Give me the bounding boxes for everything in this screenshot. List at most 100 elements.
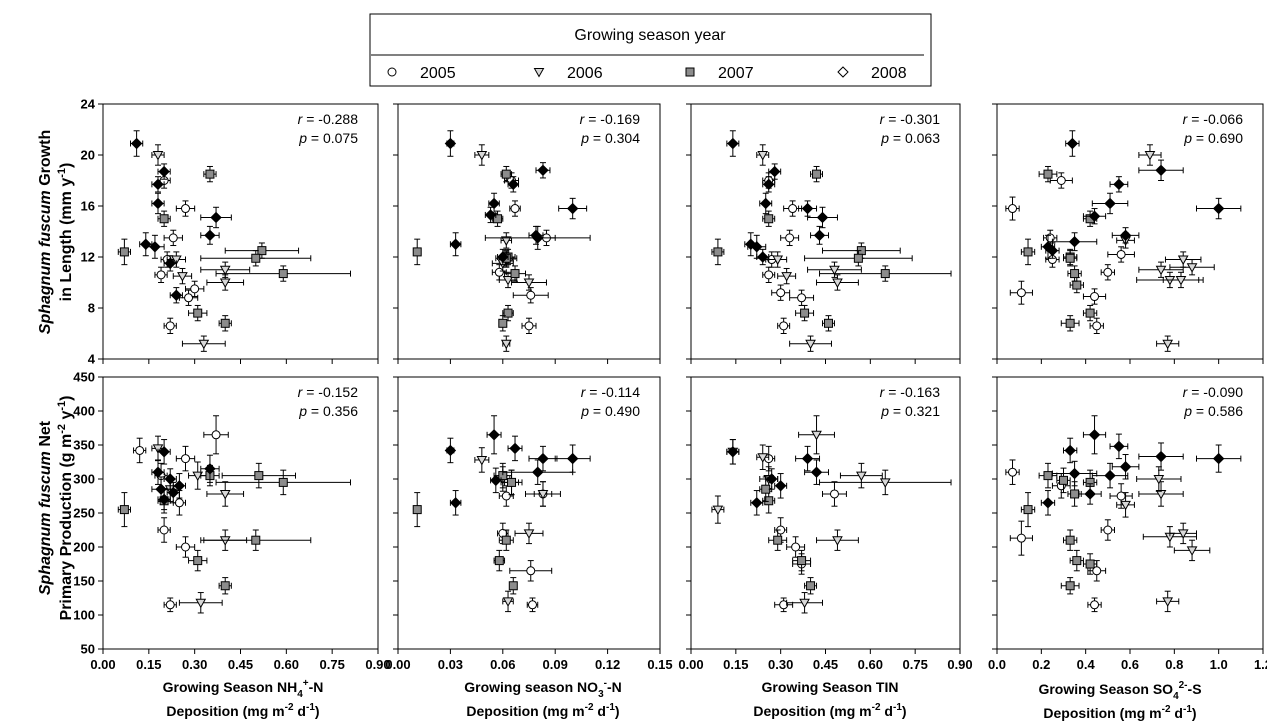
data-point-2008 bbox=[149, 241, 161, 253]
r-value: r = -0.169 bbox=[580, 111, 641, 127]
y-tick-label: 24 bbox=[81, 97, 96, 112]
p-symbol: p bbox=[880, 403, 889, 419]
data-point-2006 bbox=[537, 489, 549, 500]
x-title-tin-s2: -1 bbox=[893, 702, 902, 713]
p-value: p = 0.304 bbox=[580, 130, 640, 146]
data-point-2008 bbox=[1064, 444, 1076, 457]
data-point-2007 bbox=[823, 318, 833, 328]
r-symbol: r bbox=[1183, 111, 1189, 127]
data-point-2007 bbox=[1043, 471, 1053, 481]
data-point-2005 bbox=[779, 600, 789, 610]
data-point-2006 bbox=[476, 151, 488, 161]
p-number: = 0.490 bbox=[589, 403, 640, 419]
data-point-2006 bbox=[1162, 339, 1174, 350]
series-2008 bbox=[1040, 130, 1242, 259]
data-point-2007 bbox=[119, 247, 129, 257]
data-point-2008 bbox=[484, 209, 497, 221]
x-tick-label: 0.45 bbox=[813, 657, 838, 672]
data-point-2007 bbox=[880, 269, 890, 279]
r-symbol: r bbox=[580, 111, 586, 127]
data-point-2006 bbox=[523, 529, 535, 539]
data-point-2008 bbox=[566, 202, 579, 215]
x-title-nh4-end: -N bbox=[309, 679, 324, 695]
x-tick-label: 0.75 bbox=[903, 657, 928, 672]
data-point-2008 bbox=[751, 497, 763, 509]
x-title-nh4-s1: -2 bbox=[285, 702, 294, 713]
r-value: r = -0.114 bbox=[581, 384, 640, 400]
series-2007 bbox=[412, 462, 523, 595]
data-point-2008 bbox=[1212, 202, 1225, 215]
panel-npp-2: 0.00 0.15 0.30 0.45 0.60 0.75 0.90 r = -0.163 p … bbox=[678, 376, 973, 672]
data-point-2006 bbox=[805, 339, 816, 350]
data-point-2006 bbox=[781, 272, 792, 282]
y-title-bottom-species: Sphagnum fuscum bbox=[37, 451, 54, 595]
data-point-2006 bbox=[757, 151, 769, 161]
x-title-tin-line2: Deposition (mg m-2 d-1) bbox=[753, 702, 906, 719]
y-title-bottom-mid: y bbox=[58, 411, 75, 424]
data-point-2007 bbox=[494, 556, 504, 566]
panel-growth-0: 4 8 12 16 20 24 r = -0.288 p = 0.075 bbox=[81, 97, 379, 367]
x-title-so4-e: ) bbox=[1192, 705, 1197, 721]
data-point-2008 bbox=[507, 178, 519, 191]
r-value: r = -0.090 bbox=[1183, 384, 1244, 400]
series-2008 bbox=[1040, 415, 1242, 516]
data-point-2007 bbox=[1043, 169, 1053, 179]
data-point-2006 bbox=[856, 471, 867, 482]
data-point-2008 bbox=[1088, 429, 1101, 441]
x-title-so4-line1: Growing Season SO42--S bbox=[1038, 680, 1201, 702]
data-point-2007 bbox=[1072, 280, 1082, 290]
data-point-2008 bbox=[1119, 461, 1132, 473]
x-title-nh4-mid: d bbox=[294, 703, 306, 719]
data-point-2008 bbox=[449, 238, 462, 250]
data-point-2006 bbox=[1155, 265, 1167, 276]
y-title-bottom-line1: Sphagnum fuscum Net bbox=[37, 420, 54, 595]
data-point-2008 bbox=[1212, 452, 1225, 465]
data-point-2008 bbox=[801, 202, 814, 215]
x-title-no3-line2: Deposition (mg m-2 d-1) bbox=[466, 702, 619, 719]
x-title-tin-l2: Deposition (mg m bbox=[753, 703, 871, 719]
r-symbol: r bbox=[298, 384, 304, 400]
x-title-so4-a: Growing Season SO bbox=[1038, 681, 1173, 697]
y-title-top-sup: -1 bbox=[56, 168, 68, 178]
data-point-2007 bbox=[1085, 308, 1095, 318]
panel-growth-2: r = -0.301 p = 0.063 bbox=[686, 103, 961, 364]
data-point-2005 bbox=[181, 542, 190, 552]
x-title-nh4-l2: Deposition (mg m bbox=[166, 703, 284, 719]
y-title-top-line1: Sphagnum fuscum Growth bbox=[37, 130, 54, 334]
data-point-2007 bbox=[1085, 559, 1095, 569]
y-tick-label: 350 bbox=[73, 438, 95, 453]
x-axis-title-so4: Growing Season SO42--S Deposition (mg m-… bbox=[1038, 680, 1201, 721]
data-point-2005 bbox=[1008, 467, 1018, 477]
data-point-2008 bbox=[490, 474, 502, 487]
data-point-2007 bbox=[278, 477, 288, 487]
y-tick-label: 16 bbox=[81, 199, 95, 214]
x-tick-label: 0.75 bbox=[320, 657, 345, 672]
data-point-2005 bbox=[524, 321, 534, 331]
data-point-2005 bbox=[190, 284, 200, 294]
data-point-2006 bbox=[198, 339, 210, 350]
data-point-2005 bbox=[1008, 204, 1018, 214]
data-point-2005 bbox=[1016, 533, 1026, 543]
data-point-2005 bbox=[168, 233, 178, 243]
data-point-2007 bbox=[761, 484, 771, 494]
data-point-2006 bbox=[192, 471, 204, 482]
data-point-2005 bbox=[165, 321, 175, 331]
legend-label-2005: 2005 bbox=[420, 65, 456, 82]
data-point-2008 bbox=[1113, 178, 1125, 191]
p-symbol: p bbox=[880, 130, 889, 146]
x-tick-label: 0.2 bbox=[1032, 657, 1050, 672]
panel-npp-3: 0.0 0.2 0.4 0.6 0.8 1.0 1.2 r = -0.090 p = 0.586 bbox=[988, 376, 1267, 672]
series-2008 bbox=[444, 415, 591, 516]
series-2007 bbox=[412, 165, 527, 332]
x-tick-label: 0.30 bbox=[768, 657, 793, 672]
legend-title: Growing season year bbox=[574, 27, 726, 44]
x-title-so4-end: -S bbox=[1188, 681, 1202, 697]
data-point-2006 bbox=[219, 278, 231, 289]
x-title-so4-s1: -2 bbox=[1162, 704, 1171, 715]
x-tick-label: 0.09 bbox=[543, 657, 568, 672]
y-title-bottom-sup1: -2 bbox=[56, 424, 68, 434]
data-point-2008 bbox=[167, 486, 179, 499]
r-symbol: r bbox=[298, 111, 304, 127]
